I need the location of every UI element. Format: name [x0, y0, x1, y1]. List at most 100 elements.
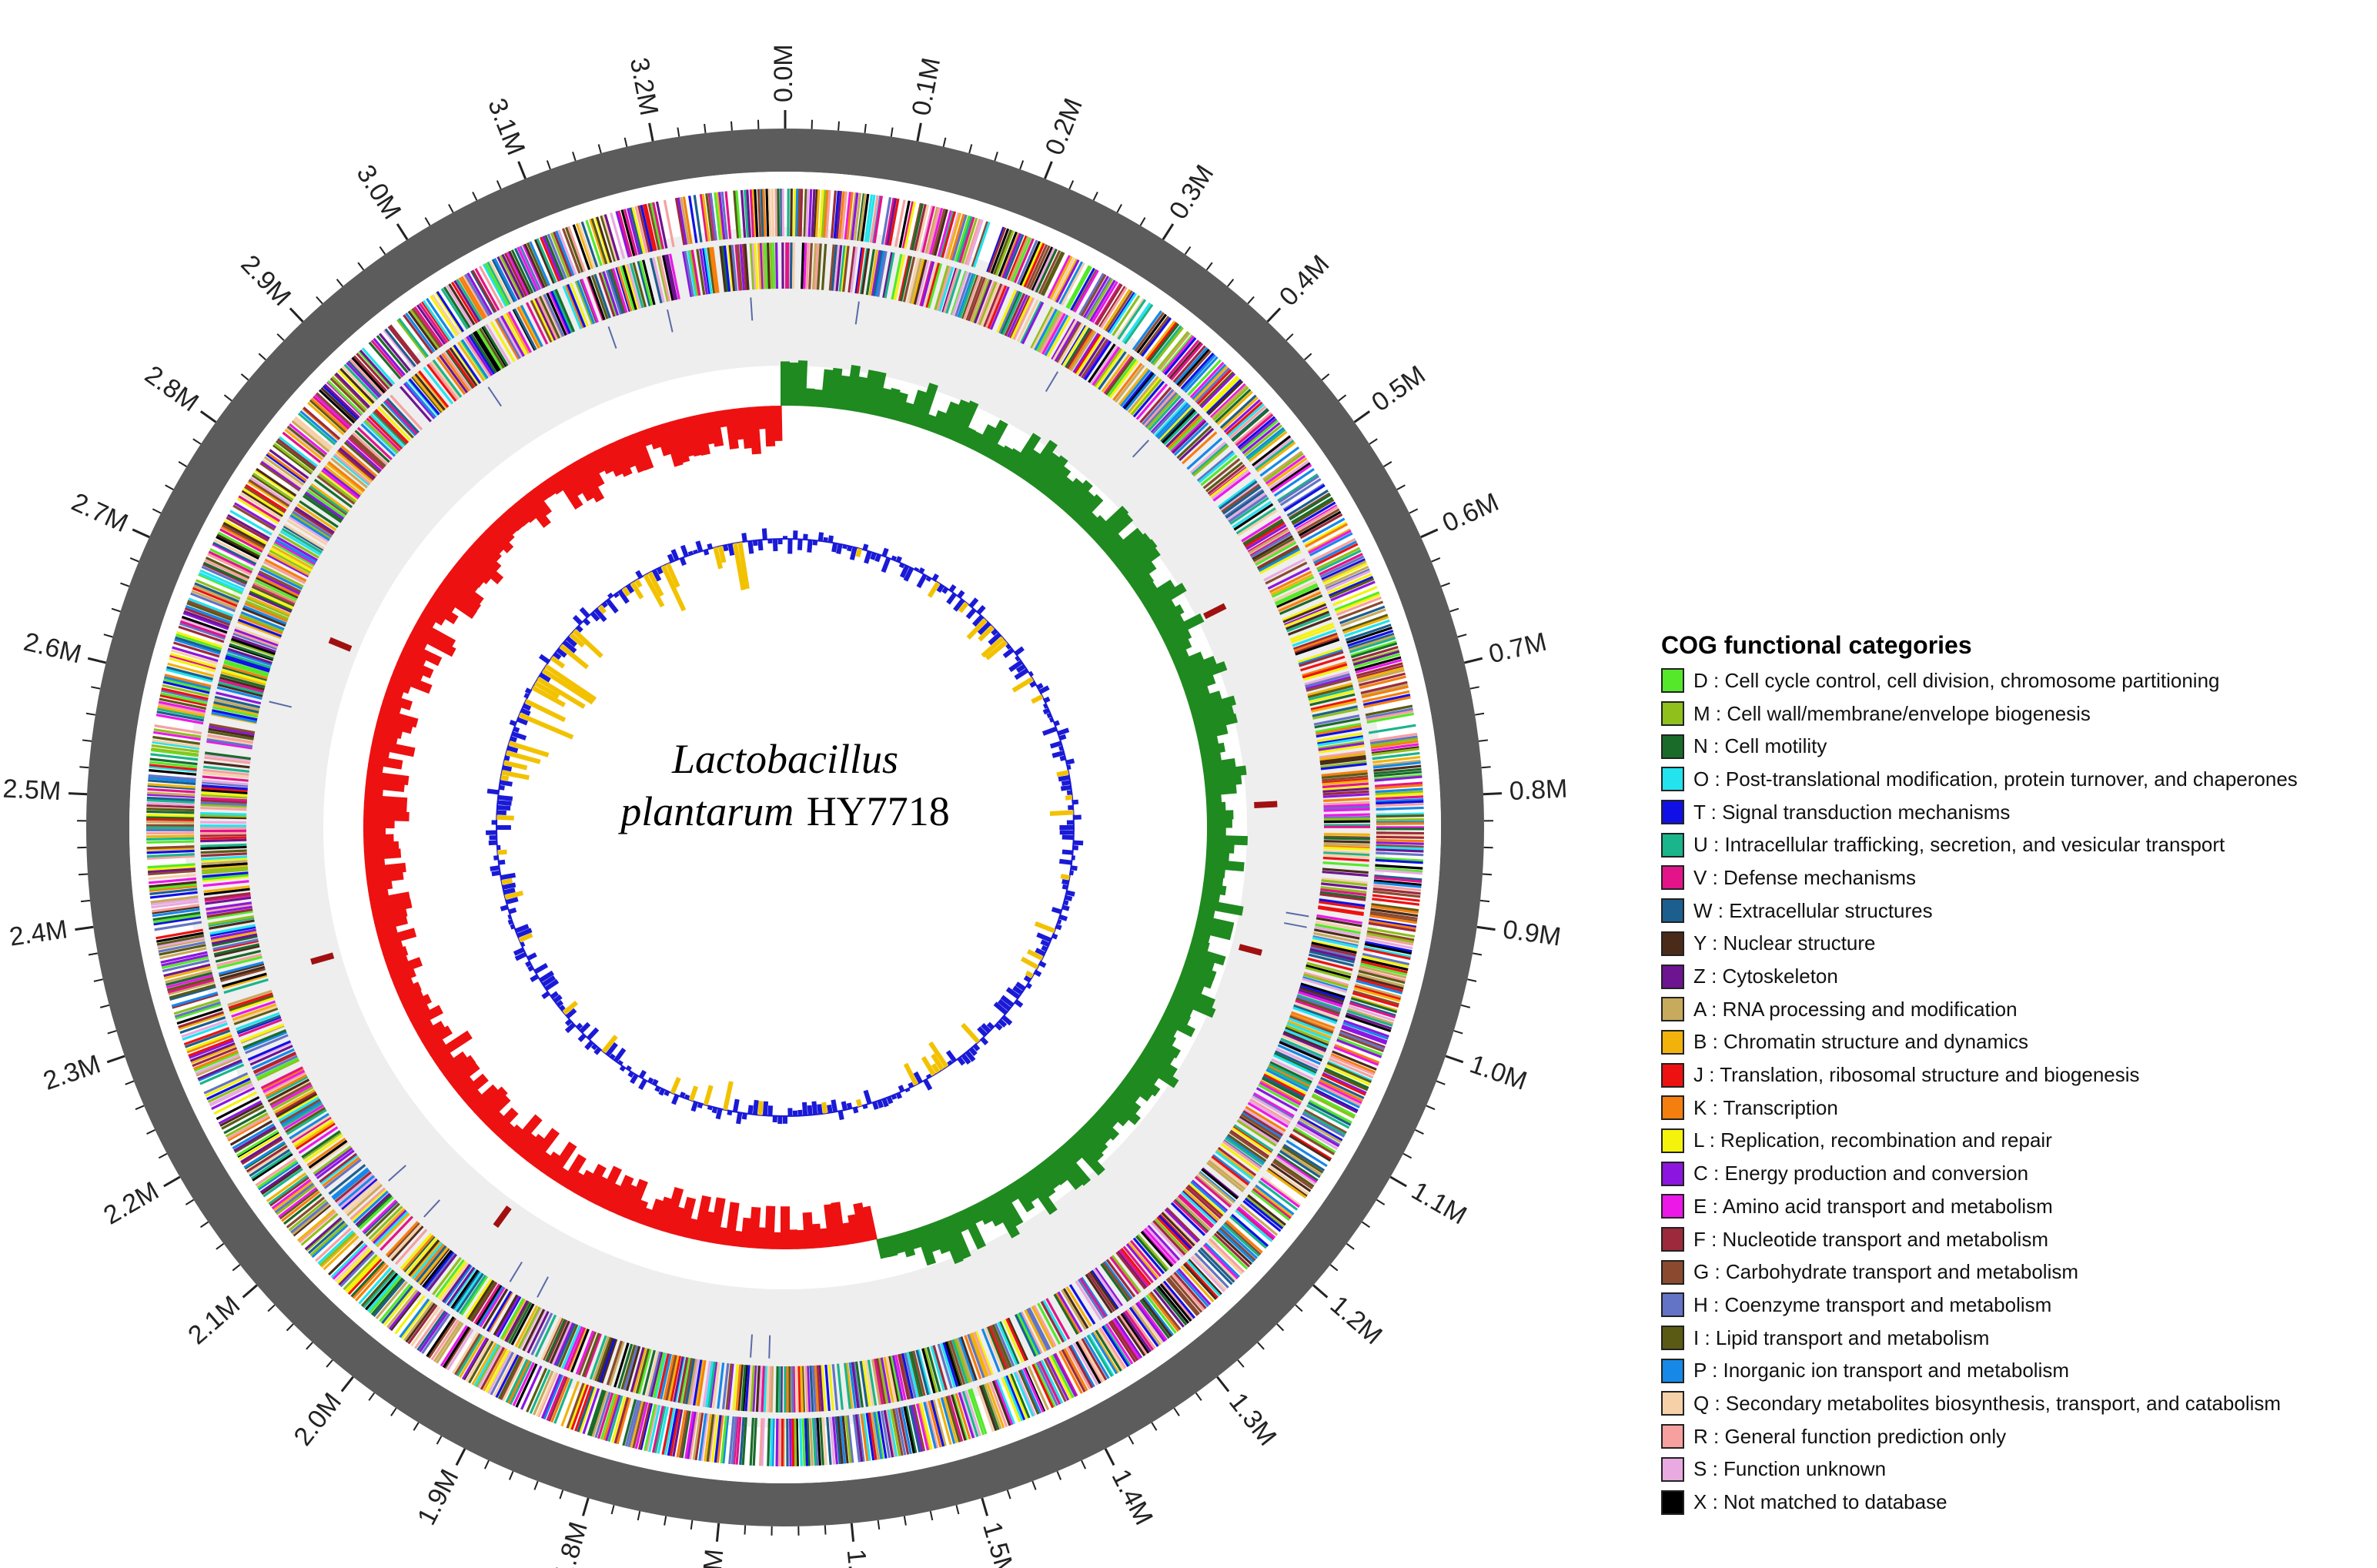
cds-forward [1350, 642, 1398, 659]
gc-skew-negative-bar [647, 1199, 665, 1229]
cds-forward [146, 853, 195, 858]
gc-content-high-bar [1056, 770, 1069, 777]
gc-content-low-bar [903, 567, 914, 582]
gc-skew-negative-bar [374, 914, 408, 932]
cds-reverse [1288, 617, 1332, 636]
cds-forward [1001, 1376, 1021, 1423]
cds-forward [1356, 662, 1403, 677]
cds-reverse [1263, 557, 1306, 582]
cds-forward [1369, 735, 1418, 745]
cds-forward [587, 1389, 604, 1436]
gc-skew-positive-bar [1111, 533, 1152, 567]
cds-forward [519, 245, 542, 290]
gc-content-high-bar [961, 1022, 981, 1044]
gc-skew-positive-bar [1203, 765, 1247, 781]
gc-skew-positive-bar [1195, 724, 1229, 741]
cds-reverse [566, 1327, 586, 1371]
cds-forward [1354, 983, 1402, 999]
cds-forward [1189, 362, 1225, 399]
cds-forward [249, 1148, 291, 1178]
legend-item: B : Chromatin structure and dynamics [1661, 1026, 2369, 1059]
gc-content-low-bar [530, 974, 540, 982]
cds-forward [227, 1115, 271, 1142]
cds-forward [173, 641, 220, 658]
gc-content-low-bar [761, 528, 767, 540]
gc-skew-positive-bar [796, 360, 808, 406]
cds-reverse [1307, 957, 1353, 971]
cds-reverse [242, 605, 287, 625]
cds-reverse [1044, 314, 1069, 356]
cds-forward [830, 190, 837, 239]
cds-forward [1285, 1139, 1328, 1168]
gc-content-low-bar [1051, 933, 1058, 940]
gc-content-low-bar [1058, 914, 1068, 921]
cds-reverse [1004, 293, 1026, 336]
cds-forward [249, 476, 292, 506]
gc-content-low-bar [846, 545, 853, 552]
cds-reverse [674, 1356, 686, 1403]
trna-feature [1132, 440, 1149, 458]
cds-reverse [473, 1283, 501, 1325]
cds-reverse [201, 784, 248, 791]
cds-forward [487, 1350, 512, 1394]
cds-forward [807, 189, 813, 237]
cds-reverse [677, 1357, 689, 1403]
cds-forward [239, 492, 282, 520]
cds-forward [1204, 1242, 1241, 1279]
cds-forward [1013, 238, 1035, 283]
cds-forward [245, 483, 287, 512]
legend-label: C : Energy production and conversion [1693, 1162, 2029, 1185]
gc-skew-positive-bar [812, 389, 824, 408]
scale-ticks [68, 110, 1503, 1542]
cds-forward [160, 951, 208, 964]
cds-forward [862, 1413, 871, 1461]
minor-tick [165, 484, 174, 490]
cds-reverse [1316, 724, 1362, 736]
legend-item: Q : Secondary metabolites biosynthesis, … [1661, 1387, 2369, 1420]
legend-item: L : Replication, recombination and repai… [1661, 1125, 2369, 1158]
cds-forward [171, 649, 218, 665]
cds-reverse [1293, 1004, 1338, 1022]
cds-forward [998, 231, 1018, 277]
cds-reverse [1020, 1311, 1043, 1354]
cds-reverse [1217, 478, 1257, 509]
gc-content-low-bar [1065, 758, 1075, 765]
cds-forward [147, 784, 196, 791]
cds-reverse [709, 247, 717, 293]
gc-skew-negative-bar [547, 474, 565, 495]
cds-forward [1354, 656, 1402, 672]
cds-forward [505, 1359, 529, 1403]
cds-forward [236, 497, 279, 524]
cds-forward [829, 1416, 836, 1465]
trna-feature [509, 1262, 523, 1282]
cds-reverse [973, 1331, 992, 1376]
cds-reverse [1312, 705, 1358, 717]
gc-skew-negative-bar [430, 1030, 473, 1063]
cds-reverse [960, 1336, 978, 1381]
cds-reverse [814, 243, 820, 290]
cds-forward [263, 456, 305, 486]
cds-forward [1229, 405, 1267, 440]
cds-forward [306, 1218, 343, 1252]
cds-reverse [932, 1345, 948, 1390]
cds-forward [1319, 1079, 1363, 1102]
scale-label: 0.7M [1486, 627, 1549, 670]
cds-forward [637, 1403, 652, 1450]
cds-forward [607, 1395, 624, 1443]
cds-forward [286, 1196, 326, 1229]
cds-reverse [1273, 1052, 1317, 1075]
cds-forward [1222, 1222, 1260, 1257]
cds-forward [1099, 286, 1128, 329]
minor-tick [637, 1510, 641, 1521]
gc-skew-positive-bar [1139, 580, 1175, 607]
cds-reverse [1129, 1239, 1162, 1277]
cds-forward [157, 936, 205, 948]
cds-reverse [216, 955, 262, 970]
scale-label: 1.0M [1466, 1049, 1531, 1096]
scale-label: 0.8M [1509, 774, 1568, 807]
gc-content-low-bar [968, 597, 979, 608]
cds-forward [846, 1415, 854, 1463]
scale-label: 1.7M [694, 1548, 729, 1568]
cds-forward [488, 260, 513, 304]
cds-reverse [466, 1279, 494, 1320]
